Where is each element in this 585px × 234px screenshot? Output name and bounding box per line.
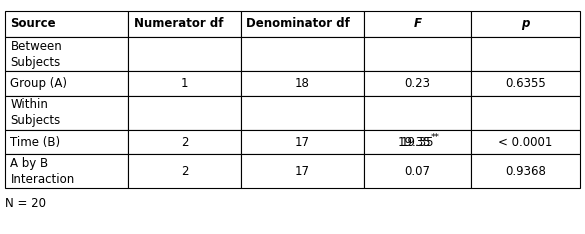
Text: A by B
Interaction: A by B Interaction [11,157,75,186]
Bar [240,96,364,130]
Text: 0.9368: 0.9368 [505,165,546,178]
Text: 2: 2 [181,165,188,178]
Bar [240,37,364,71]
Bar [471,37,580,71]
Bar [129,154,240,188]
Text: 18: 18 [295,77,310,90]
Bar [5,11,129,37]
Bar [5,96,129,130]
Bar [364,96,471,130]
Bar [364,154,471,188]
Bar [364,11,471,37]
Text: N = 20: N = 20 [5,197,46,210]
Text: **: ** [431,133,440,143]
Bar [5,130,129,154]
Text: Denominator df: Denominator df [246,18,350,30]
Bar [471,154,580,188]
Text: Between
Subjects: Between Subjects [11,40,62,69]
Bar [129,130,240,154]
Text: Numerator df: Numerator df [134,18,223,30]
Text: 2: 2 [181,136,188,149]
Bar [471,71,580,96]
Text: 1: 1 [181,77,188,90]
Bar [471,130,580,154]
Text: 17: 17 [295,136,310,149]
Bar [5,71,129,96]
Text: 19.35: 19.35 [401,136,435,149]
Text: F: F [414,18,422,30]
Bar [364,130,471,154]
Bar [364,71,471,96]
Text: Source: Source [11,18,56,30]
Text: Within
Subjects: Within Subjects [11,99,61,127]
Bar [5,154,129,188]
Bar [240,71,364,96]
Bar [129,11,240,37]
Bar [5,37,129,71]
Bar [240,154,364,188]
Bar [129,96,240,130]
Bar [364,37,471,71]
Text: 17: 17 [295,165,310,178]
Bar [471,11,580,37]
Text: Time (B): Time (B) [11,136,61,149]
Bar [240,11,364,37]
Bar [129,37,240,71]
Text: Group (A): Group (A) [11,77,67,90]
Text: < 0.0001: < 0.0001 [498,136,553,149]
Bar [471,96,580,130]
Text: 0.07: 0.07 [405,165,431,178]
Text: 0.23: 0.23 [405,77,431,90]
Bar [240,130,364,154]
Text: 19.35: 19.35 [398,136,432,149]
Text: p: p [521,18,530,30]
Bar [129,71,240,96]
Text: 0.6355: 0.6355 [505,77,546,90]
